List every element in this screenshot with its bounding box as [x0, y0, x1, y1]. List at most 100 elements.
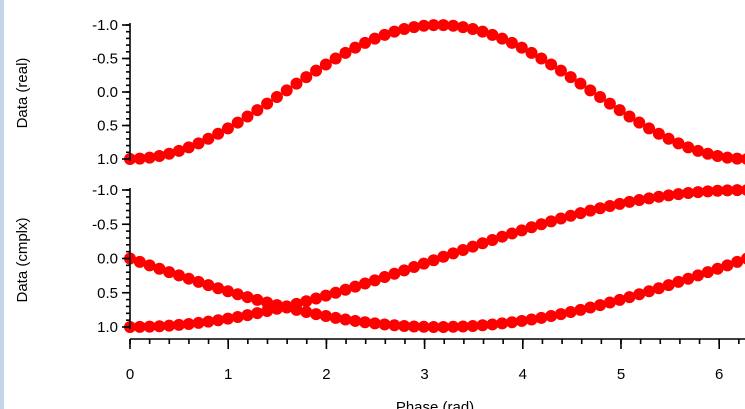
data-point — [231, 116, 244, 129]
data-point — [525, 46, 538, 59]
data-point — [153, 320, 166, 333]
data-point — [466, 240, 479, 253]
data-point — [692, 186, 705, 199]
data-point — [368, 274, 381, 287]
data-point — [143, 151, 156, 164]
data-point — [133, 255, 146, 268]
data-point — [212, 314, 225, 327]
data-point — [368, 32, 381, 45]
x-tick-label: 0 — [126, 366, 134, 383]
data-point — [398, 23, 411, 36]
data-point — [408, 320, 421, 333]
data-point — [662, 189, 675, 202]
data-point — [652, 282, 665, 295]
data-point — [623, 291, 636, 304]
data-point — [329, 286, 342, 299]
data-point — [682, 272, 695, 285]
data-point — [270, 299, 283, 312]
y-tick-label: -1.0 — [92, 17, 118, 34]
data-point — [486, 28, 499, 41]
data-point — [378, 271, 391, 284]
y-tick-label: 1.0 — [97, 319, 118, 336]
data-point — [241, 309, 254, 322]
data-point — [476, 25, 489, 38]
data-point — [251, 307, 264, 320]
data-point — [672, 137, 685, 150]
data-point — [417, 320, 430, 333]
data-point — [662, 279, 675, 292]
data-point — [505, 316, 518, 329]
data-point — [300, 295, 313, 308]
data-point — [496, 230, 509, 243]
data-point — [731, 255, 744, 268]
data-point — [623, 110, 636, 123]
data-point — [613, 104, 626, 117]
data-point — [701, 266, 714, 279]
y-tick-label: -0.5 — [92, 216, 118, 233]
data-point — [740, 153, 745, 165]
data-point — [456, 21, 469, 34]
series-1-1 — [124, 19, 745, 165]
data-point — [319, 289, 332, 302]
data-point — [643, 122, 656, 135]
data-point — [212, 127, 225, 140]
data-point — [437, 19, 450, 32]
y-tick-label: 0.0 — [97, 251, 118, 268]
data-point — [310, 308, 323, 321]
data-point — [535, 311, 548, 324]
data-point — [594, 299, 607, 312]
data-point — [456, 320, 469, 333]
y-tick-label: 0.5 — [97, 118, 118, 135]
data-point — [545, 215, 558, 228]
data-point — [192, 137, 205, 150]
y-tick-label: 0.0 — [97, 84, 118, 101]
data-point — [231, 310, 244, 323]
data-point — [339, 313, 352, 326]
data-point — [437, 250, 450, 263]
data-point — [721, 184, 734, 197]
data-point — [603, 97, 616, 110]
panel-complex: 1.0 0.5 0.0 -0.5 -1.0 — [92, 182, 745, 336]
data-point — [613, 197, 626, 210]
data-point — [388, 25, 401, 38]
data-point — [652, 190, 665, 203]
data-point — [731, 152, 744, 165]
data-point — [241, 110, 254, 123]
x-tick-label: 2 — [322, 366, 330, 383]
data-point — [692, 269, 705, 282]
data-point — [163, 266, 176, 279]
data-point — [163, 319, 176, 332]
x-tick-label: 4 — [519, 366, 527, 383]
data-point — [153, 262, 166, 275]
data-point — [251, 104, 264, 117]
data-point — [584, 204, 597, 217]
data-point — [721, 151, 734, 164]
data-point — [280, 84, 293, 97]
data-point — [564, 306, 577, 319]
data-point — [731, 184, 744, 197]
y-axis-title-complex: Data (cmplx) — [14, 217, 31, 302]
data-point — [564, 209, 577, 222]
data-point — [368, 317, 381, 330]
data-point — [280, 301, 293, 314]
data-point — [574, 77, 587, 90]
data-point — [408, 261, 421, 274]
data-point — [682, 187, 695, 200]
data-point — [456, 243, 469, 256]
data-point — [270, 91, 283, 104]
x-tick-label: 1 — [224, 366, 232, 383]
data-point — [427, 320, 440, 333]
data-point — [349, 314, 362, 327]
data-point — [319, 310, 332, 323]
data-point — [388, 267, 401, 280]
data-point — [466, 319, 479, 332]
data-point — [172, 318, 185, 331]
data-point — [496, 32, 509, 45]
data-point — [182, 272, 195, 285]
data-point — [329, 52, 342, 65]
data-point — [310, 64, 323, 77]
data-point — [692, 144, 705, 157]
data-point — [359, 36, 372, 49]
data-point — [633, 116, 646, 129]
data-point — [721, 259, 734, 272]
